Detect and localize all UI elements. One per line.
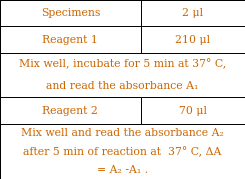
- Bar: [0, 26, 141, 53]
- Text: Reagent 2: Reagent 2: [42, 106, 98, 116]
- Text: after 5 min of reaction at  37° C, ΔA: after 5 min of reaction at 37° C, ΔA: [23, 146, 222, 157]
- Text: 70 μl: 70 μl: [179, 106, 207, 116]
- Bar: [141, 26, 245, 53]
- Bar: [0, 124, 245, 179]
- Bar: [141, 97, 245, 124]
- Text: Specimens: Specimens: [41, 8, 100, 18]
- Text: 210 μl: 210 μl: [175, 35, 210, 45]
- Text: Mix well, incubate for 5 min at 37° C,: Mix well, incubate for 5 min at 37° C,: [19, 59, 226, 69]
- Text: and read the absorbance A₁: and read the absorbance A₁: [46, 81, 199, 91]
- Text: = A₂ -A₁ .: = A₂ -A₁ .: [97, 165, 148, 175]
- Bar: [0, 0, 141, 26]
- Bar: [0, 97, 141, 124]
- Bar: [0, 53, 245, 97]
- Text: 2 μl: 2 μl: [182, 8, 204, 18]
- Bar: [141, 0, 245, 26]
- Text: Mix well and read the absorbance A₂: Mix well and read the absorbance A₂: [21, 128, 224, 138]
- Text: Reagent 1: Reagent 1: [42, 35, 98, 45]
